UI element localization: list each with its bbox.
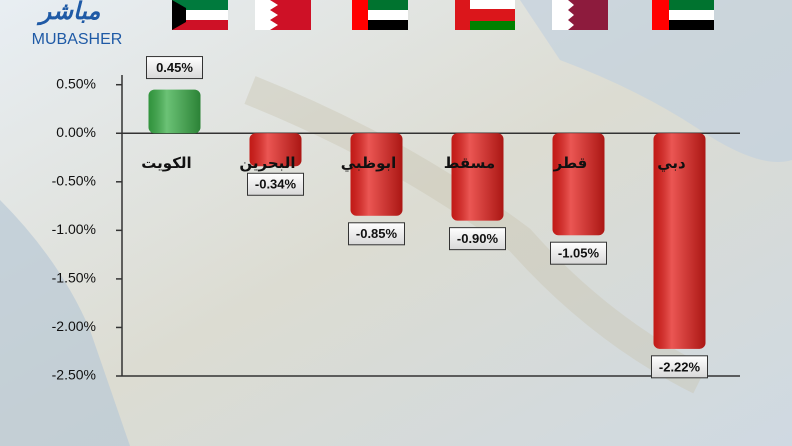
value-label-box (651, 355, 708, 379)
flag-dubai (652, 0, 714, 30)
flag-muscat (455, 0, 515, 30)
value-label: -1.05% (558, 246, 600, 261)
sea (0, 200, 130, 446)
bar-shade (350, 133, 403, 216)
gulf (520, 0, 792, 162)
x-tick-label: قطر (553, 154, 588, 172)
bar-shade (653, 133, 706, 349)
y-tick-label: -1.50% (52, 270, 96, 286)
flag-bahrain (255, 0, 311, 30)
y-tick-label: -0.50% (52, 173, 96, 189)
logo-latin: MUBASHER (32, 31, 123, 48)
value-label: -0.85% (356, 226, 398, 241)
y-tick-label: 0.50% (56, 75, 96, 91)
logo: مباشر MUBASHER (32, 0, 123, 48)
flag-qatar (552, 0, 608, 30)
x-tick-label: دبي (657, 154, 686, 172)
y-tick-label: 0.00% (56, 124, 96, 140)
value-label: -2.22% (659, 359, 701, 374)
x-tick-label: ابوظبي (341, 154, 397, 172)
x-tick-label: البحرين (239, 154, 295, 172)
x-tick-label: مسقط (444, 154, 495, 172)
bar-shade (451, 133, 504, 221)
flag-abudhabi (352, 0, 408, 30)
value-label-box (247, 172, 304, 196)
value-label: -0.34% (255, 177, 297, 192)
terrain (244, 76, 707, 394)
y-tick-label: -1.00% (52, 221, 96, 237)
y-tick-label: -2.50% (52, 367, 96, 383)
value-label-box (348, 222, 405, 246)
value-label-box (146, 56, 203, 80)
flags (172, 0, 714, 30)
value-label-box (449, 227, 506, 251)
bar-shade (249, 133, 302, 167)
bar-shade (552, 133, 605, 236)
value-label: -0.90% (457, 231, 499, 246)
x-tick-label: الكويت (141, 154, 191, 172)
bar-shade (148, 89, 201, 134)
y-tick-label: -2.00% (52, 318, 96, 334)
flag-kuwait (172, 0, 228, 30)
value-label-box (550, 241, 607, 265)
value-label: 0.45% (156, 60, 193, 75)
logo-arabic: مباشر (36, 0, 101, 26)
